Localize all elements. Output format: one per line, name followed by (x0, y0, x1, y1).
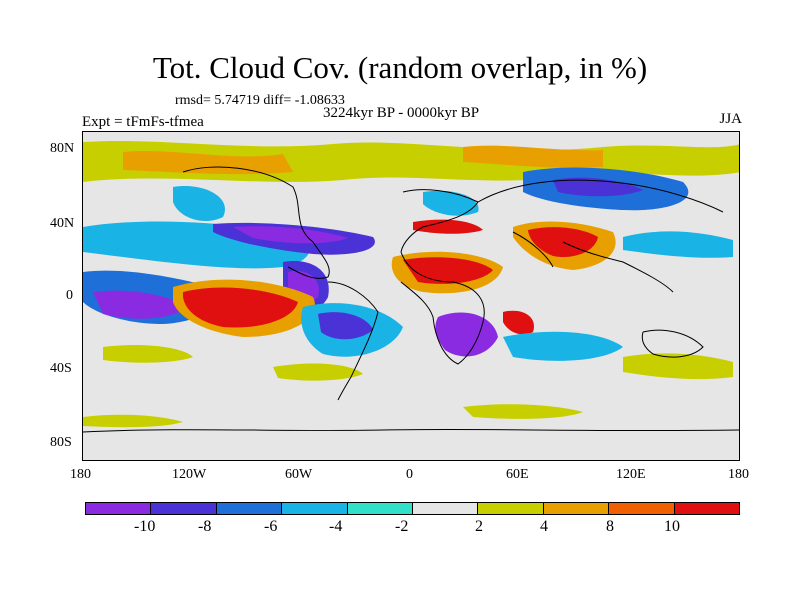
colorbar-label: 2 (475, 518, 483, 535)
colorbar-swatch (674, 503, 740, 514)
colorbar-swatch (478, 503, 544, 514)
colorbar-label: -8 (198, 518, 212, 535)
anomaly-field (83, 140, 739, 428)
colorbar-swatch (347, 503, 414, 514)
colorbar-swatch (151, 503, 217, 514)
colorbar-swatch (543, 503, 610, 514)
y-tick-label: 80S (50, 435, 72, 450)
colorbar-label: 4 (540, 518, 548, 535)
y-tick-label: 0 (66, 288, 73, 303)
period-label: 3224kyr BP - 0000kyr BP (323, 105, 480, 121)
colorbar-label: 10 (664, 518, 680, 535)
stats-label: rmsd= 5.74719 diff= -1.08633 (175, 93, 345, 108)
colorbar-swatch (413, 503, 479, 514)
colorbar-label: -2 (395, 518, 409, 535)
experiment-label: Expt = tFmFs-tfmea (82, 114, 204, 130)
x-tick-label: 180 (70, 467, 91, 482)
y-tick-label: 40N (50, 216, 75, 231)
colorbar-label: -10 (134, 518, 156, 535)
colorbar-swatch (216, 503, 283, 514)
map-plot-area (82, 131, 740, 461)
y-tick-label: 80N (50, 141, 75, 156)
colorbar-label: 8 (606, 518, 614, 535)
colorbar (85, 502, 740, 515)
colorbar-swatch (609, 503, 675, 514)
x-tick-label: 120E (616, 467, 646, 482)
colorbar-label: -4 (329, 518, 343, 535)
x-tick-label: 120W (172, 467, 207, 482)
x-tick-label: 60W (285, 467, 313, 482)
y-tick-label: 40S (50, 361, 72, 376)
x-tick-label: 0 (406, 467, 413, 482)
map-field (83, 140, 739, 433)
colorbar-label: -6 (264, 518, 278, 535)
x-tick-label: 180 (728, 467, 749, 482)
coastlines (83, 166, 739, 433)
colorbar-swatch (282, 503, 348, 514)
season-label: JJA (719, 111, 742, 127)
x-tick-label: 60E (506, 467, 529, 482)
chart-title: Tot. Cloud Cov. (random overlap, in %) (152, 50, 648, 85)
colorbar-swatch (86, 503, 152, 514)
